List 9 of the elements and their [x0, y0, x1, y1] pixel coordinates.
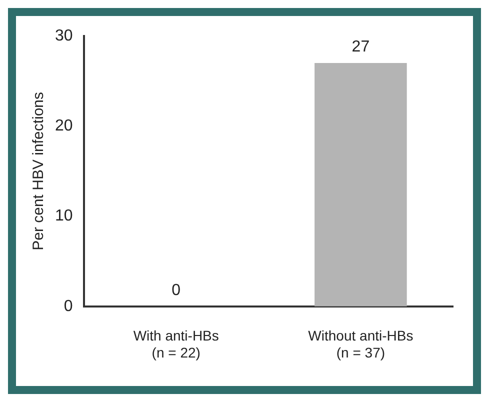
- data-label: 27: [352, 38, 370, 56]
- y-axis-title: Per cent HBV infections: [30, 92, 48, 250]
- y-tick-label: 0: [64, 298, 73, 315]
- y-tick-label: 10: [55, 208, 73, 225]
- y-tick-label: 30: [55, 27, 73, 44]
- x-tick-label: Without anti-HBs (n = 37): [308, 328, 414, 360]
- data-label: 0: [172, 282, 181, 299]
- y-tick-label: 20: [55, 118, 73, 135]
- x-tick-label: With anti-HBs (n = 22): [133, 328, 219, 360]
